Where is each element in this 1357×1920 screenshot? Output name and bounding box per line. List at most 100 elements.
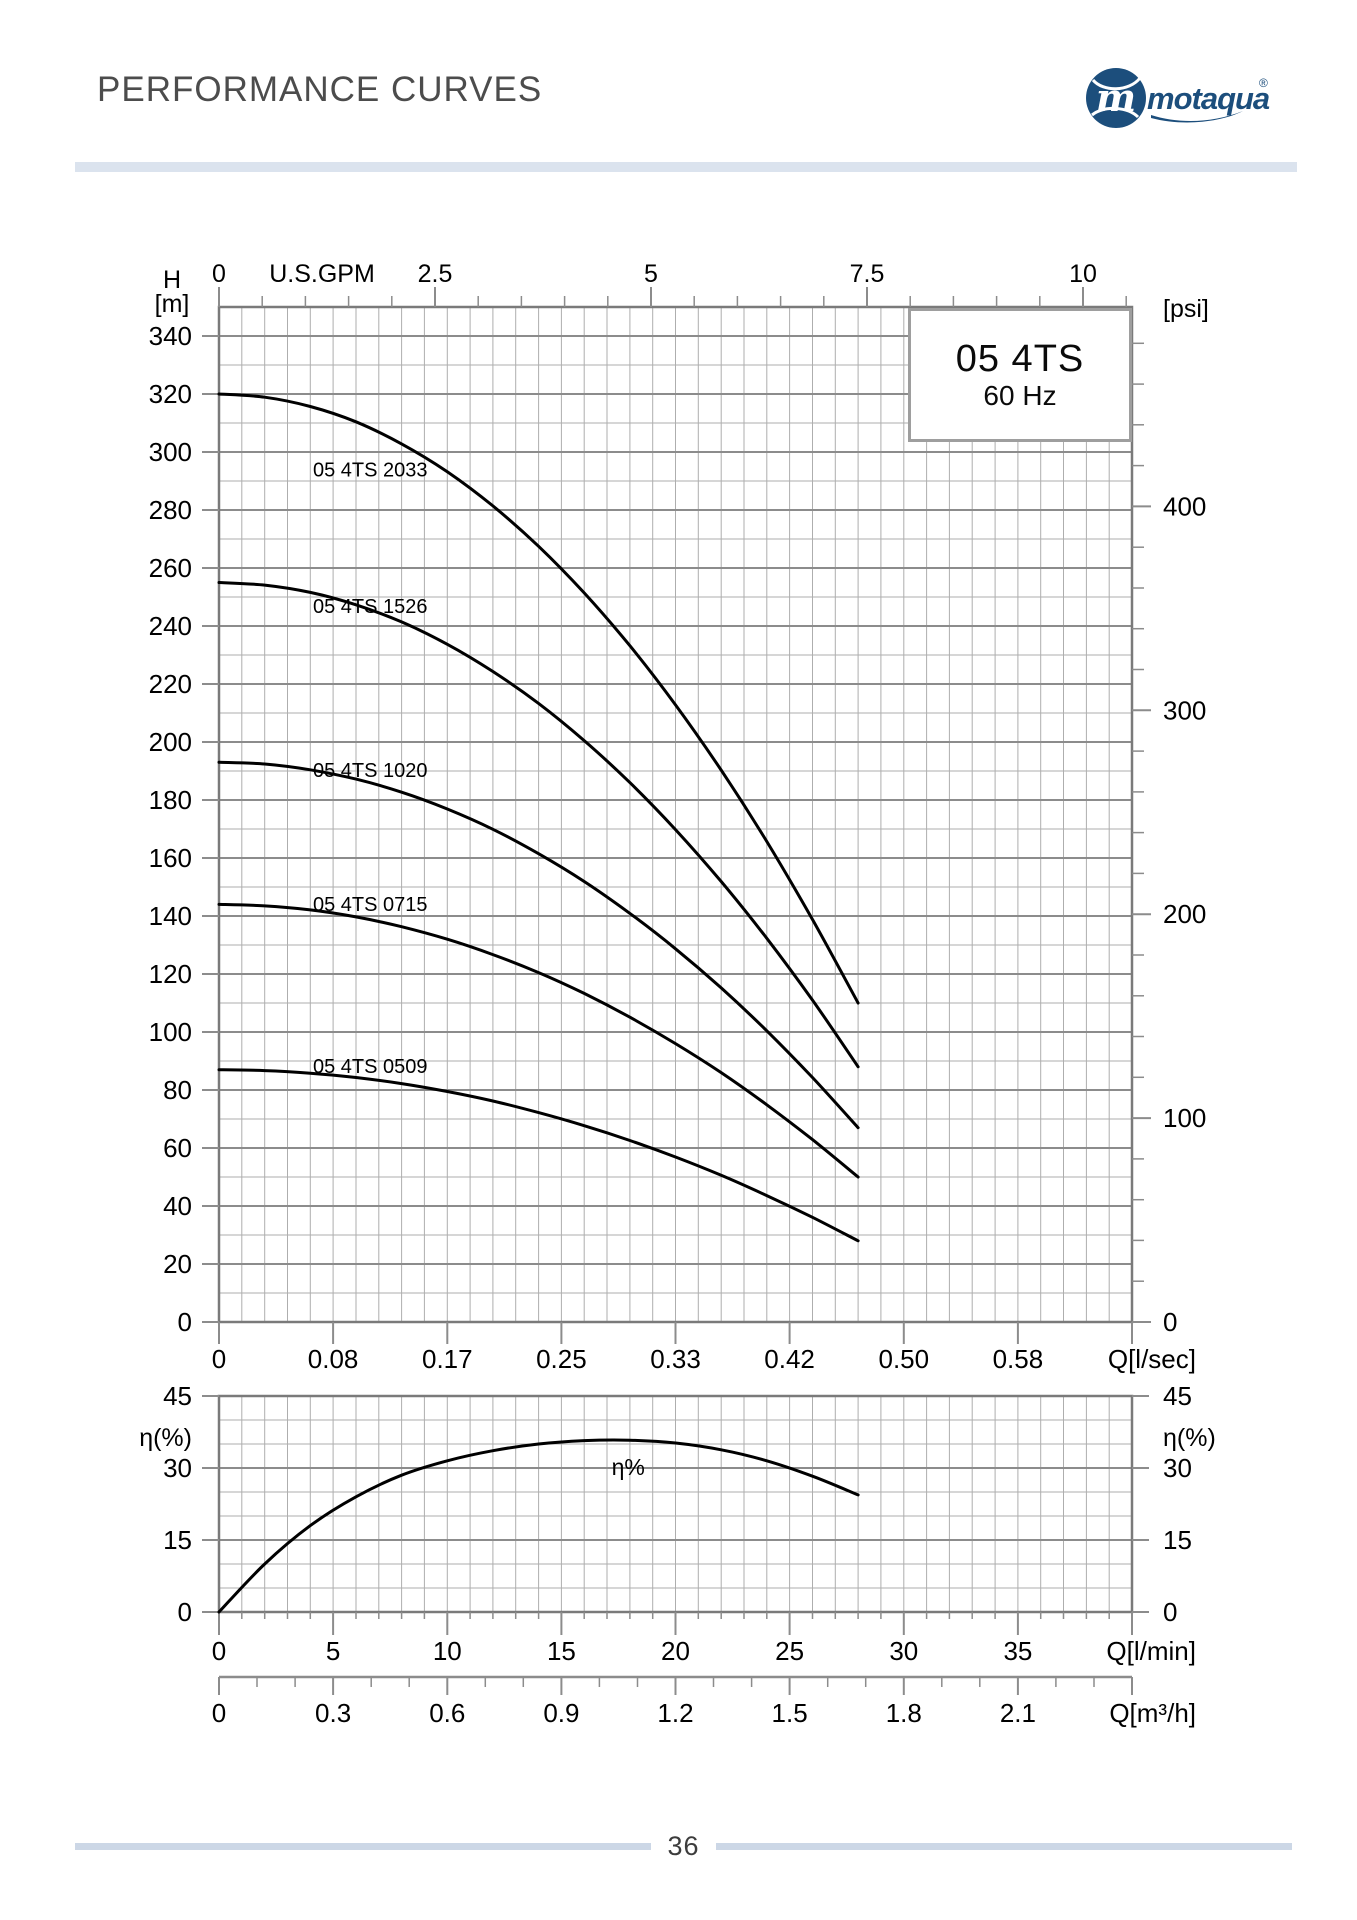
- h-tick-label: 100: [149, 1017, 192, 1047]
- footer-bar-left: [75, 1842, 652, 1850]
- m3h-tick-label: 1.8: [886, 1698, 922, 1728]
- lsec-tick-label: 0.17: [422, 1344, 473, 1374]
- m3h-tick-label: 0.3: [315, 1698, 351, 1728]
- h-tick-label: 160: [149, 843, 192, 873]
- page-number: 36: [667, 1830, 700, 1861]
- psi-axis-title: [psi]: [1163, 295, 1209, 323]
- h-tick-label: 180: [149, 785, 192, 815]
- h-tick-label: 280: [149, 495, 192, 525]
- h-tick-label: 240: [149, 611, 192, 641]
- eta-grid-major: [219, 1467, 1132, 1541]
- lsec-tick-label: 0.50: [878, 1344, 929, 1374]
- h-tick-label: 20: [163, 1249, 192, 1279]
- m3h-tick-label: 0.6: [429, 1698, 465, 1728]
- h-tick-label: 120: [149, 959, 192, 989]
- logo-monogram: m: [1096, 75, 1136, 120]
- h-tick-label: 80: [163, 1075, 192, 1105]
- h-axis-title: H: [163, 266, 181, 294]
- main-grid-minor: [219, 307, 1132, 1322]
- logo-swirl-stroke-bottom: [1091, 107, 1140, 119]
- m3h-tick-label: 0: [212, 1698, 226, 1728]
- m3h-tick-label: 0.9: [543, 1698, 579, 1728]
- main-grid-major: [219, 335, 1132, 1265]
- lsec-tick-label: 0.25: [536, 1344, 587, 1374]
- psi-tick-label: 400: [1163, 491, 1206, 521]
- curve-05-4TS-2033: [217, 392, 860, 1005]
- eta-right-tick-label: 15: [1163, 1525, 1192, 1555]
- m3h-tick-label: 1.5: [772, 1698, 808, 1728]
- h-tick-label: 0: [178, 1307, 192, 1337]
- curve-label-05-4TS-0509: 05 4TS 0509: [313, 1056, 428, 1078]
- eta-ticks: [202, 1395, 1149, 1695]
- lmin-tick-label: 20: [661, 1636, 690, 1666]
- model-number: 05 4TS: [955, 338, 1085, 380]
- gpm-tick-label: 7.5: [850, 260, 885, 288]
- psi-tick-label: 100: [1163, 1103, 1206, 1133]
- gpm-tick-label: 5: [644, 260, 658, 288]
- lsec-axis-title: Q[l/sec]: [1108, 1344, 1196, 1374]
- curve-label-05-4TS-2033: 05 4TS 2033: [313, 460, 428, 482]
- gpm-tick-label: 0: [212, 260, 226, 288]
- gpm-tick-label: 10: [1069, 260, 1097, 288]
- psi-tick-label: 0: [1163, 1307, 1177, 1337]
- curve-05-4TS-0715: [217, 902, 860, 1179]
- curve-label-05-4TS-1526: 05 4TS 1526: [313, 596, 428, 618]
- eta-curve-group: η%: [217, 1438, 860, 1614]
- gpm-tick-label: 2.5: [418, 260, 453, 288]
- page-title: PERFORMANCE CURVES: [97, 70, 543, 109]
- header-divider-bar: [75, 162, 1297, 172]
- lmin-tick-label: 35: [1003, 1636, 1032, 1666]
- footer-bar-right: [715, 1842, 1293, 1850]
- eta-right-tick-label: 45: [1163, 1381, 1192, 1411]
- curve-05-4TS-1020: [217, 760, 860, 1130]
- h-axis-title-unit: [m]: [155, 290, 190, 318]
- h-tick-label: 140: [149, 901, 192, 931]
- model-frequency: 60 Hz: [983, 380, 1057, 411]
- h-tick-label: 300: [149, 437, 192, 467]
- eta-grid-minor: [219, 1396, 1132, 1612]
- brand-logo-graphic: m motaqua ®: [1086, 68, 1271, 128]
- lsec-tick-label: 0: [212, 1344, 226, 1374]
- psi-tick-label: 300: [1163, 695, 1206, 725]
- h-tick-label: 320: [149, 379, 192, 409]
- main-axis-labels: 0 2.5 5 7.5 10 U.S.GPM H[m] 340 320 300 280 260 240 2…: [149, 260, 1209, 1374]
- main-ticks: [202, 287, 1151, 1344]
- h-tick-label: 40: [163, 1191, 192, 1221]
- logo-brand-text: motaqua: [1147, 81, 1270, 116]
- curve-05-4TS-1526: [217, 581, 860, 1069]
- eta-left-tick-label: 45: [163, 1381, 192, 1411]
- logo-registered-mark: ®: [1259, 76, 1268, 90]
- lmin-tick-label: 5: [326, 1636, 340, 1666]
- lmin-tick-label: 15: [547, 1636, 576, 1666]
- curve-efficiency: [217, 1438, 860, 1614]
- curve-05-4TS-0509: [217, 1068, 860, 1243]
- curve-label-05-4TS-1020: 05 4TS 1020: [313, 760, 428, 782]
- eta-left-tick-label: 0: [178, 1597, 192, 1627]
- lsec-tick-label: 0.42: [764, 1344, 815, 1374]
- page-footer: 36: [75, 1830, 1293, 1861]
- main-curves: 05 4TS 2033 05 4TS 1526 05 4TS 1020 05 4TS …: [217, 392, 860, 1243]
- lmin-tick-label: 30: [889, 1636, 918, 1666]
- h-tick-label: 260: [149, 553, 192, 583]
- h-tick-label: 220: [149, 669, 192, 699]
- h-tick-label: 60: [163, 1133, 192, 1163]
- lmin-axis-title: Q[l/min]: [1106, 1636, 1196, 1666]
- m3h-tick-label: 1.2: [657, 1698, 693, 1728]
- logo-swirl-stroke-top: [1091, 76, 1142, 91]
- h-tick-label: 340: [149, 321, 192, 351]
- psi-tick-label: 200: [1163, 899, 1206, 929]
- eta-right-tick-label: 0: [1163, 1597, 1177, 1627]
- lmin-tick-label: 25: [775, 1636, 804, 1666]
- eta-left-tick-label: 15: [163, 1525, 192, 1555]
- eta-right-axis-title: η(%): [1163, 1424, 1216, 1452]
- m3h-tick-label: 2.1: [1000, 1698, 1036, 1728]
- lmin-tick-label: 0: [212, 1636, 226, 1666]
- h-tick-label: 200: [149, 727, 192, 757]
- lsec-tick-label: 0.08: [308, 1344, 359, 1374]
- eta-right-tick-label: 30: [1163, 1453, 1192, 1483]
- eta-left-axis-title: η(%): [139, 1424, 192, 1452]
- model-info-box: 05 4TS 60 Hz: [908, 308, 1132, 442]
